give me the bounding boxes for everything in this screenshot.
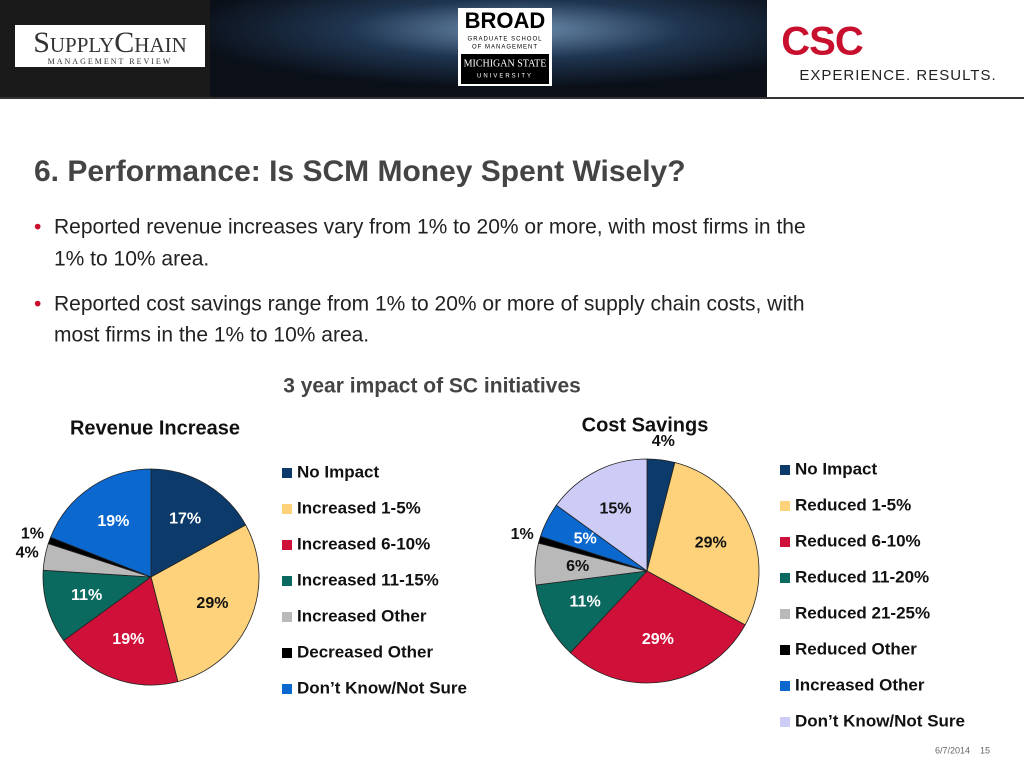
legend-swatch xyxy=(780,681,790,691)
footer-date: 6/7/2014 xyxy=(935,745,970,755)
legend-swatch xyxy=(282,648,292,658)
legend-swatch xyxy=(282,468,292,478)
legend-swatch xyxy=(282,540,292,550)
data-label: 29% xyxy=(196,595,228,612)
data-label: 4% xyxy=(16,545,39,562)
logo-text: BROAD xyxy=(465,8,546,33)
charts-title: 3 year impact of SC initiatives xyxy=(283,375,581,398)
legend-label: Reduced 11-20% xyxy=(795,567,929,586)
legend-label: Reduced 21-25% xyxy=(795,603,930,622)
pie-slice xyxy=(63,576,179,686)
legend-swatch xyxy=(282,504,292,514)
data-label: 1% xyxy=(21,526,44,543)
pie-slice xyxy=(42,569,153,642)
data-label: 19% xyxy=(112,631,144,648)
legend-label: Increased 11-15% xyxy=(297,570,439,589)
legend-label: Increased Other xyxy=(795,675,925,694)
legend-label: Don’t Know/Not Sure xyxy=(795,711,965,730)
data-label: 29% xyxy=(695,535,727,552)
logo-box-dark xyxy=(461,54,549,84)
slide-title: 6. Performance: Is SCM Money Spent Wisel… xyxy=(34,155,686,188)
legend-swatch xyxy=(780,609,790,619)
bullet-text: Reported cost savings range from 1% to 2… xyxy=(54,293,805,316)
legend-label: Don’t Know/Not Sure xyxy=(297,678,467,697)
pie-slice xyxy=(646,462,760,626)
bullet-dot: • xyxy=(34,216,41,239)
legend-label: Reduced Other xyxy=(795,639,917,658)
chart-title: Cost Savings xyxy=(582,414,709,436)
legend-swatch xyxy=(780,465,790,475)
logo-text: SupplyChain xyxy=(33,26,187,59)
pie-slice xyxy=(50,468,152,578)
legend-swatch xyxy=(282,576,292,586)
bullet-text: most firms in the 1% to 10% area. xyxy=(54,324,369,347)
header-right-bg xyxy=(767,0,1024,98)
legend-label: Decreased Other xyxy=(297,642,433,661)
pie-slice xyxy=(535,570,649,654)
legend-swatch xyxy=(780,717,790,727)
data-label: 29% xyxy=(642,631,674,648)
footer-page: 15 xyxy=(980,745,990,755)
legend-swatch xyxy=(780,573,790,583)
bullet-text: Reported revenue increases vary from 1% … xyxy=(54,216,806,239)
pie-slice xyxy=(555,458,648,572)
logo-tagline: EXPERIENCE. RESULTS. xyxy=(799,67,996,84)
data-label: 19% xyxy=(97,513,129,530)
chart-title: Revenue Increase xyxy=(70,417,240,439)
legend-label: No Impact xyxy=(795,459,878,478)
legend-label: Increased Other xyxy=(297,606,427,625)
logo-sub: MICHIGAN STATE xyxy=(464,58,547,69)
data-label: 15% xyxy=(599,500,631,517)
logo-sub: OF MANAGEMENT xyxy=(472,45,538,51)
logo-sub: GRADUATE SCHOOL xyxy=(468,37,543,43)
data-label: 5% xyxy=(574,531,597,548)
legend-swatch xyxy=(282,684,292,694)
legend-label: No Impact xyxy=(297,462,380,481)
logo-box xyxy=(15,25,205,67)
legend-label: Reduced 1-5% xyxy=(795,495,911,514)
data-label: 17% xyxy=(169,511,201,528)
legend-swatch xyxy=(780,645,790,655)
legend-label: Increased 6-10% xyxy=(297,534,430,553)
data-label: 11% xyxy=(71,587,102,604)
data-label: 4% xyxy=(652,433,675,450)
pie-slice xyxy=(150,524,260,683)
pie-slice xyxy=(569,570,746,684)
legend-label: Reduced 6-10% xyxy=(795,531,921,550)
bullet-dot: • xyxy=(34,293,41,316)
bullet-text: 1% to 10% area. xyxy=(54,248,209,271)
logo-sub: MANAGEMENT REVIEW xyxy=(48,57,173,66)
logo-sub: UNIVERSITY xyxy=(477,74,533,80)
data-label: 1% xyxy=(511,526,534,543)
data-label: 11% xyxy=(570,594,601,611)
legend-swatch xyxy=(282,612,292,622)
logo-text: CSC xyxy=(781,20,863,64)
legend-swatch xyxy=(780,501,790,511)
legend-swatch xyxy=(780,537,790,547)
legend-label: Increased 1-5% xyxy=(297,498,421,517)
pie-slice xyxy=(150,468,247,578)
data-label: 6% xyxy=(566,558,589,575)
